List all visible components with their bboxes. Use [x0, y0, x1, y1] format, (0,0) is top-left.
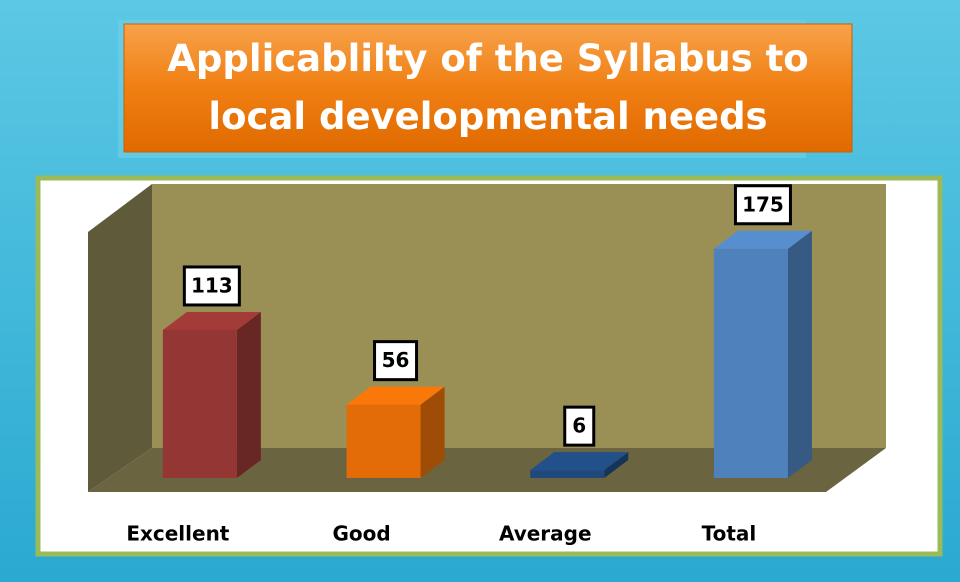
bar	[346, 404, 421, 478]
data-label-bg	[373, 340, 419, 382]
x-tick-label: Good	[332, 522, 390, 546]
data-label: 113	[191, 273, 233, 297]
left-wall	[88, 184, 152, 492]
x-tick-label: Excellent	[126, 522, 229, 546]
data-label-box: 56	[373, 340, 419, 382]
data-label: 6	[572, 414, 586, 438]
bar-top	[530, 452, 629, 471]
bar	[713, 248, 788, 478]
data-label-box: 175	[733, 184, 792, 226]
bar-top	[713, 230, 812, 249]
bar-top	[162, 311, 261, 330]
bar-top	[346, 386, 445, 405]
data-label-bg	[182, 265, 241, 307]
bar-side	[604, 452, 629, 478]
x-tick-label: Total	[702, 522, 757, 546]
back-wall	[152, 184, 886, 448]
chart-title: Applicablilty of the Syllabus to local de…	[167, 37, 808, 138]
bar	[530, 470, 605, 478]
data-label: 175	[742, 192, 784, 216]
data-label-box: 113	[182, 265, 241, 307]
data-label-bg	[733, 184, 792, 226]
x-tick-label: Average	[499, 522, 592, 546]
bar-side	[787, 230, 812, 478]
data-label: 56	[382, 348, 410, 372]
bar-side	[420, 386, 445, 478]
bar	[162, 329, 237, 478]
floor	[88, 448, 886, 492]
data-label-bg	[563, 405, 596, 447]
data-label-box: 6	[563, 405, 596, 447]
title-box	[123, 23, 853, 153]
bar-side	[236, 311, 261, 478]
